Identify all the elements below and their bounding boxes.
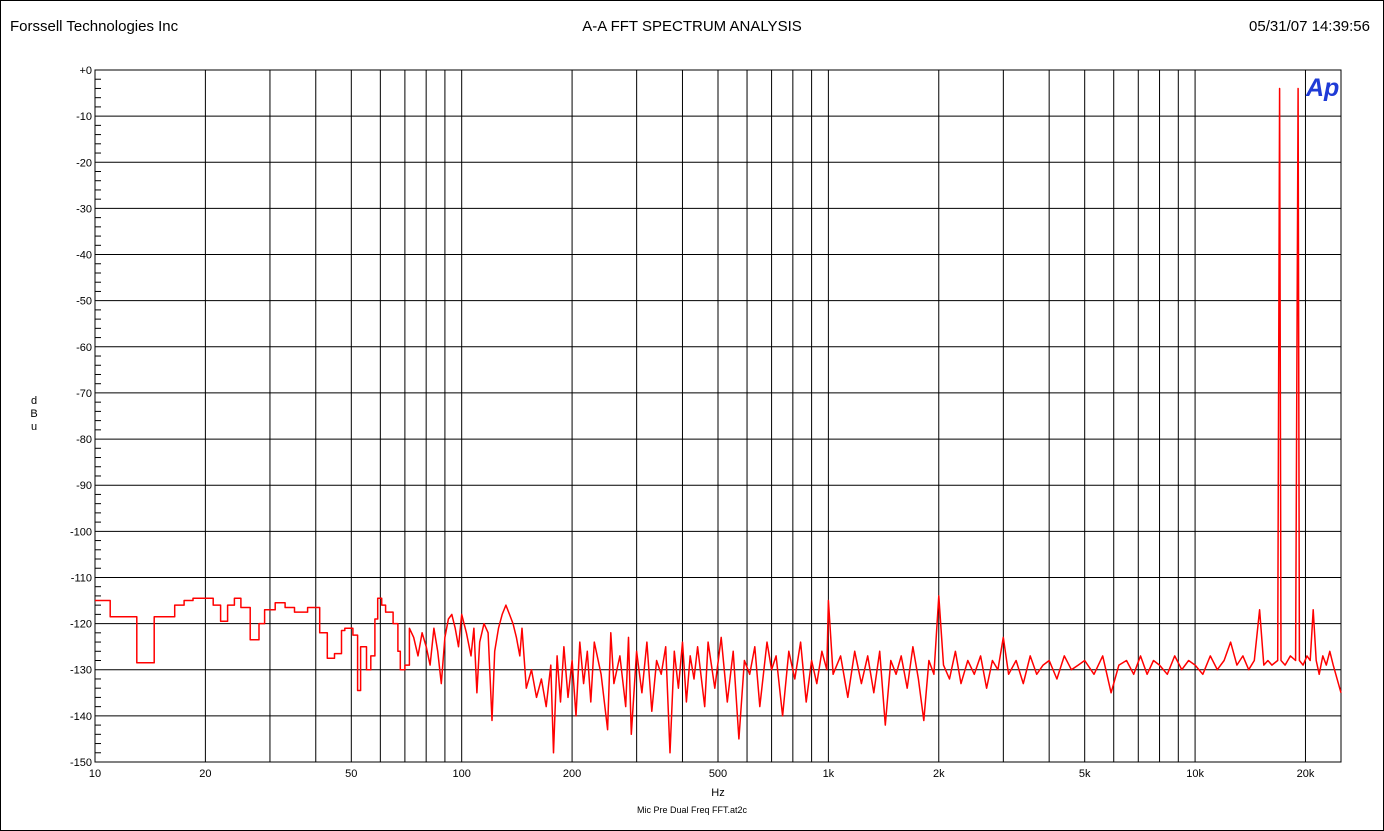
spectrum-line: [95, 87, 1342, 754]
y-tick-label: -70: [76, 388, 92, 400]
y-tick-label: -140: [70, 711, 92, 723]
y-tick-label: -40: [76, 250, 92, 262]
y-axis-label-char: u: [31, 421, 37, 433]
company-name: Forssell Technologies Inc: [10, 18, 179, 35]
x-tick-label: 500: [709, 768, 727, 780]
y-axis-ticks: +0 -10 -20 -30 -40 -50 -60 -70 -80 -90 -100 -110 -12…: [70, 65, 92, 769]
y-tick-label: -60: [76, 342, 92, 354]
y-tick-label: -100: [70, 526, 92, 538]
y-tick-label: -130: [70, 665, 92, 677]
x-tick-label: 20: [199, 768, 211, 780]
y-tick-label: -110: [71, 572, 92, 584]
y-tick-label: -10: [76, 111, 92, 123]
y-tick-label: -120: [70, 619, 92, 631]
y-tick-label: +0: [79, 65, 92, 77]
x-axis-label: Hz: [711, 787, 724, 799]
y-tick-label: -90: [76, 480, 92, 492]
y-axis-label: dBu: [30, 395, 37, 433]
ap-logo: Ap: [1305, 74, 1339, 102]
series-layer: [95, 87, 1342, 754]
y-tick-label: -20: [76, 157, 92, 169]
y-tick-label: -30: [76, 203, 92, 215]
y-tick-label: -80: [76, 434, 92, 446]
x-tick-label: 10k: [1186, 768, 1204, 780]
y-axis-label-char: B: [30, 408, 37, 420]
x-tick-label: 200: [563, 768, 581, 780]
y-axis-label-char: d: [31, 395, 37, 407]
y-tick-label: -150: [70, 757, 92, 769]
x-tick-label: 2k: [933, 768, 945, 780]
x-axis-ticks: 10 20 50 100 200 500 1k 2k 5k 10k 20k: [89, 768, 1315, 780]
x-tick-label: 50: [345, 768, 357, 780]
x-tick-label: 1k: [823, 768, 835, 780]
footer-filename: Mic Pre Dual Freq FFT.at2c: [637, 805, 748, 815]
chart-title: A-A FFT SPECTRUM ANALYSIS: [582, 18, 802, 35]
x-tick-label: 100: [453, 768, 471, 780]
x-tick-label: 20k: [1297, 768, 1315, 780]
x-tick-label: 5k: [1079, 768, 1091, 780]
y-tick-label: -50: [76, 296, 92, 308]
x-tick-label: 10: [89, 768, 101, 780]
grid: [94, 69, 1342, 763]
timestamp: 05/31/07 14:39:56: [1249, 18, 1370, 35]
